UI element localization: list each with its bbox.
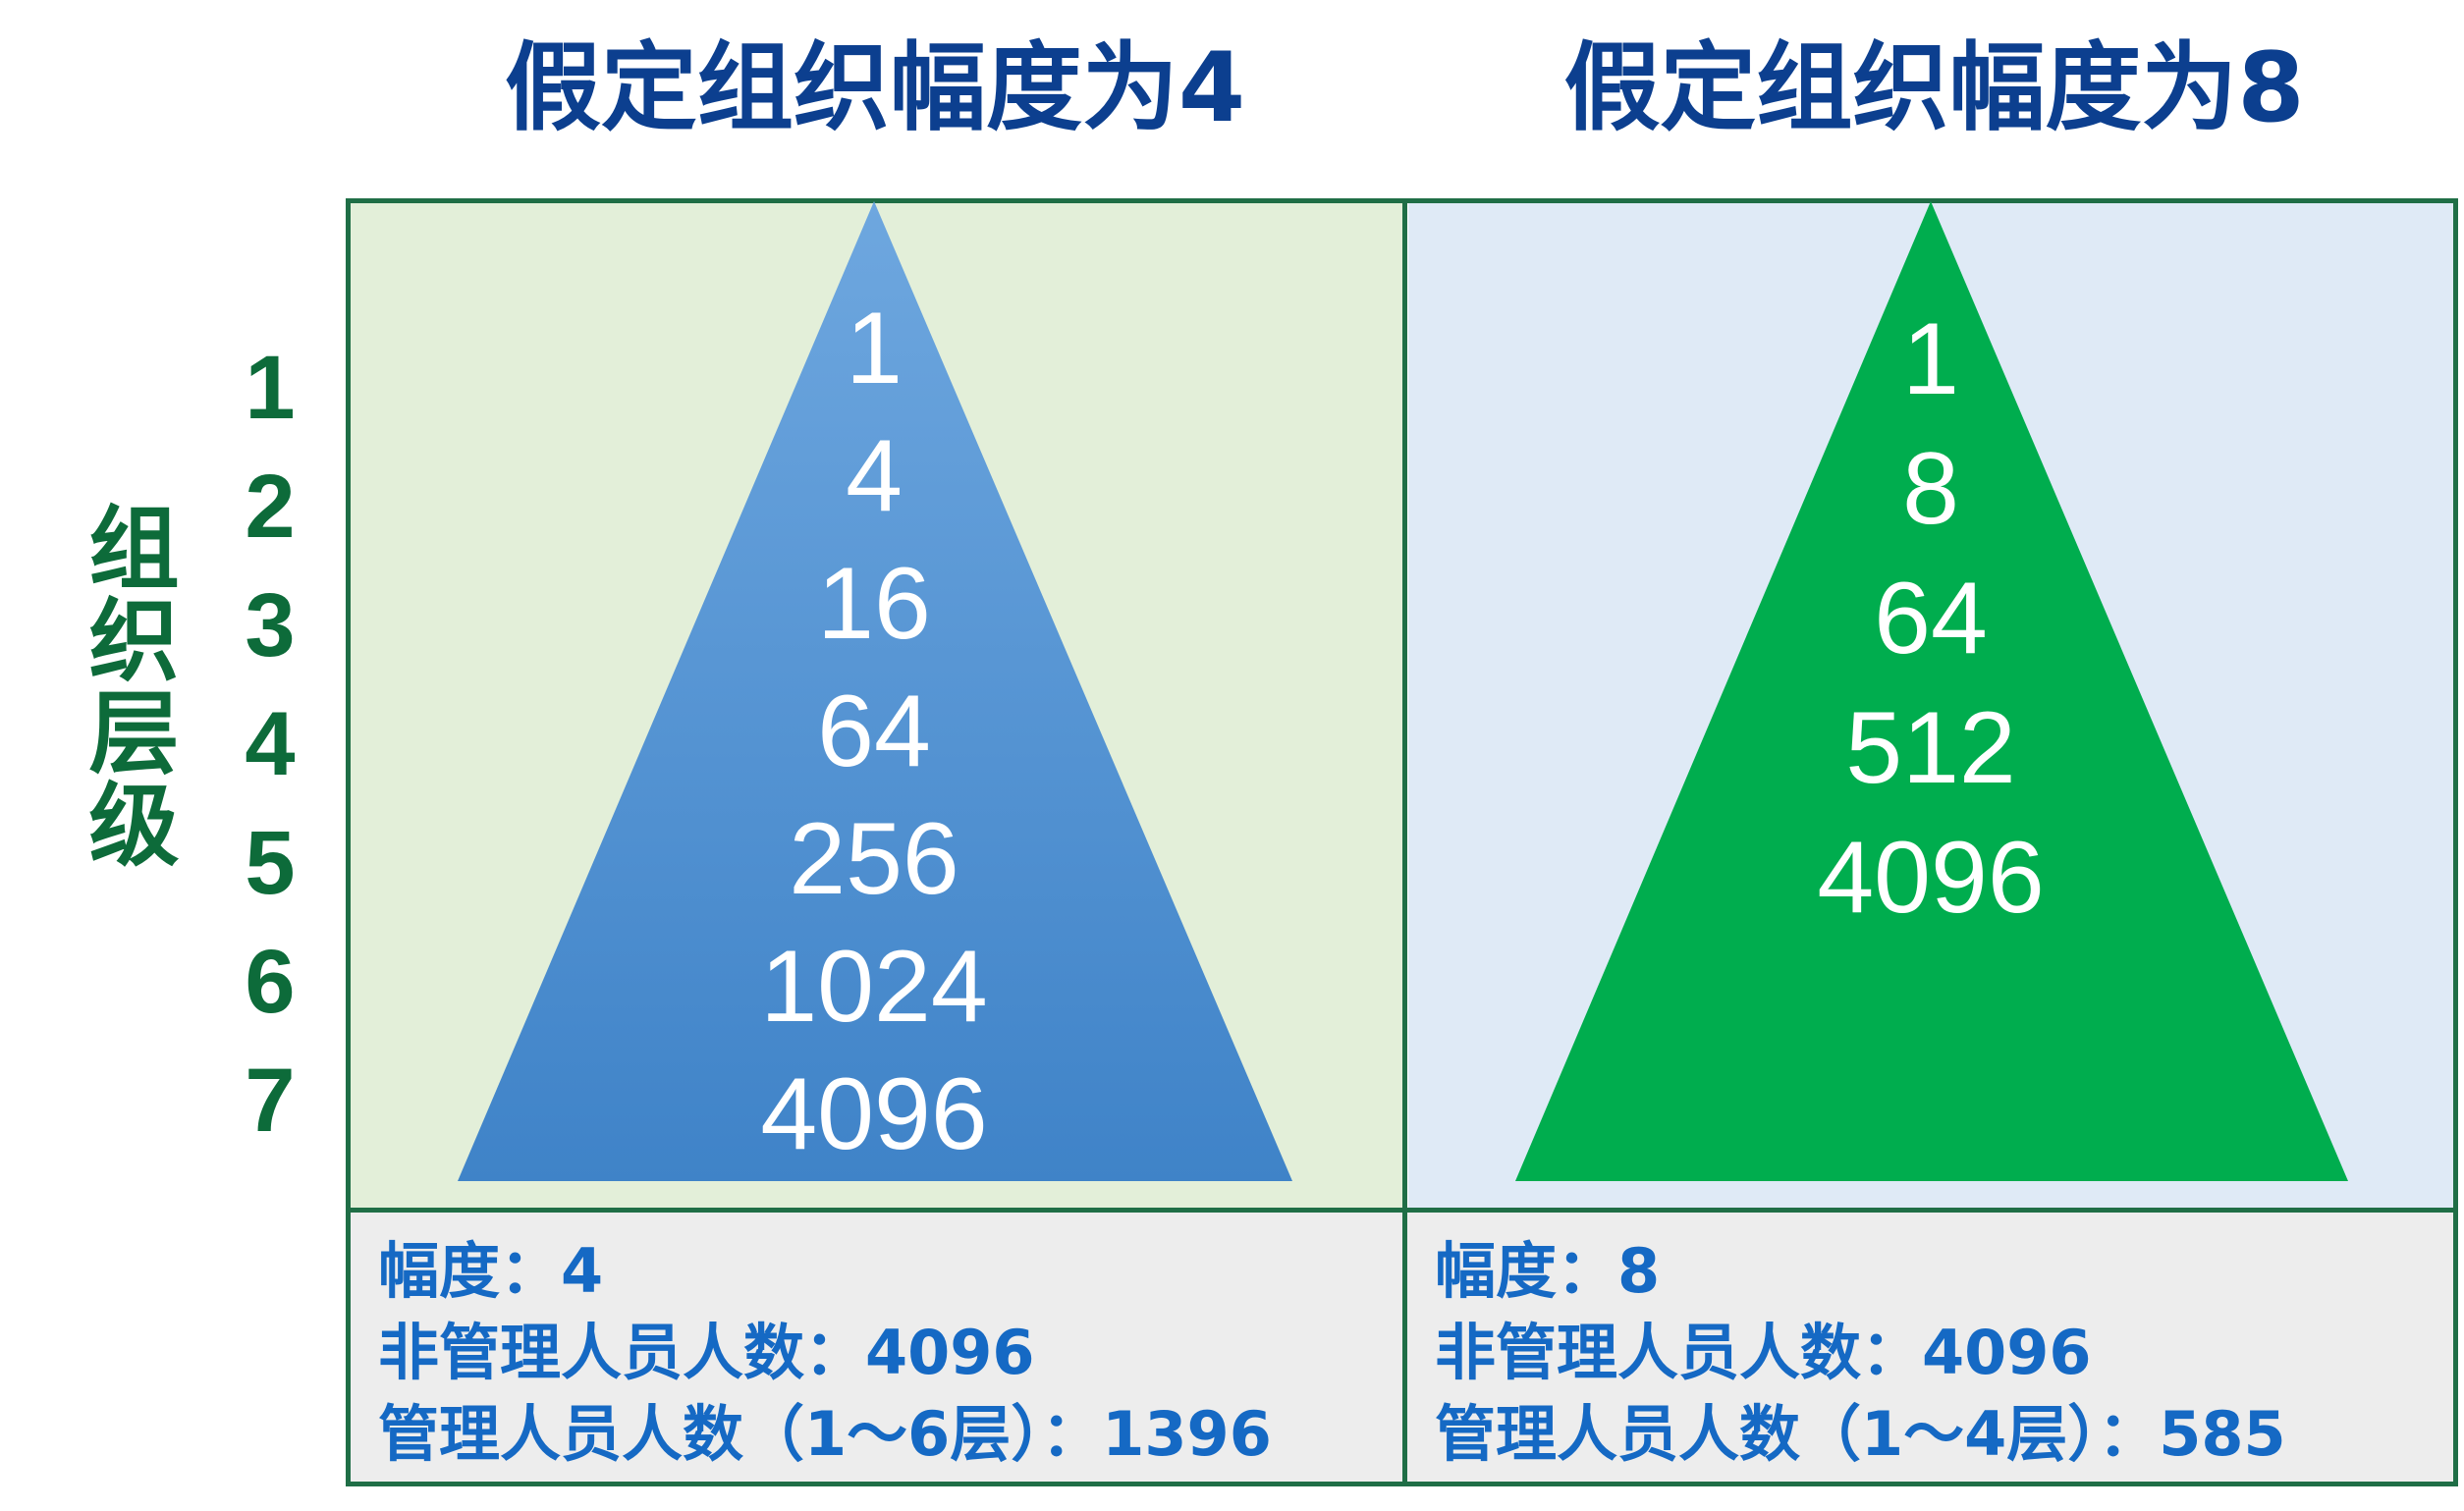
left-column-title: 假定组织幅度为4 — [504, 32, 1246, 144]
level-number: 7 — [245, 1051, 296, 1151]
level-number: 1 — [245, 338, 296, 438]
level-number: 3 — [245, 575, 296, 675]
pyramid-value: 16 — [817, 547, 931, 661]
right-pyramid — [1515, 201, 2348, 1181]
right-column-title: 假定组织幅度为8 — [1563, 32, 2305, 144]
level-number: 2 — [245, 457, 296, 557]
left-pyramid-values: 1 4 16 64 256 1024 4096 — [629, 285, 1120, 1178]
horizontal-divider — [351, 1208, 2453, 1213]
pyramid-value: 1024 — [760, 930, 988, 1044]
pyramid-value: 64 — [1874, 562, 1988, 675]
pyramid-value: 8 — [1902, 432, 1959, 546]
right-pyramid-values: 1 8 64 512 4096 — [1685, 295, 2176, 943]
level-number: 5 — [245, 813, 296, 913]
right-span-text: 幅度：8 — [1435, 1235, 1661, 1307]
vertical-divider — [1402, 203, 1407, 1482]
side-axis-label: 组织层级 — [74, 501, 179, 870]
pyramid-value: 4096 — [760, 1057, 988, 1171]
left-span-text: 幅度：4 — [378, 1235, 604, 1307]
pyramid-value: 1 — [1902, 302, 1959, 416]
right-non-managers-text: 非管理人员人数：4096 — [1435, 1317, 2092, 1388]
pyramid-value: 4096 — [1817, 821, 2045, 935]
table-frame — [346, 198, 2458, 1486]
left-info-box: 幅度：4 非管理人员人数：4096 管理人员人数（1～6层）：1396 — [351, 1213, 1402, 1482]
pyramid-value: 256 — [789, 802, 959, 916]
pyramid-value: 4 — [846, 419, 903, 533]
left-pyramid — [458, 201, 1292, 1181]
right-managers-text: 管理人员人数（1～4层）：585 — [1435, 1398, 2286, 1470]
left-non-managers-text: 非管理人员人数：4096 — [378, 1317, 1035, 1388]
pyramid-value: 512 — [1845, 691, 2016, 805]
level-number: 4 — [245, 694, 296, 794]
pyramid-value: 64 — [817, 675, 931, 788]
level-number: 6 — [245, 932, 296, 1032]
pyramid-value: 1 — [846, 292, 903, 405]
level-numbers: 1 2 3 4 5 6 7 — [216, 329, 324, 1160]
right-info-box: 幅度：8 非管理人员人数：4096 管理人员人数（1～4层）：585 — [1407, 1213, 2453, 1482]
left-managers-text: 管理人员人数（1～6层）：1396 — [378, 1398, 1272, 1470]
